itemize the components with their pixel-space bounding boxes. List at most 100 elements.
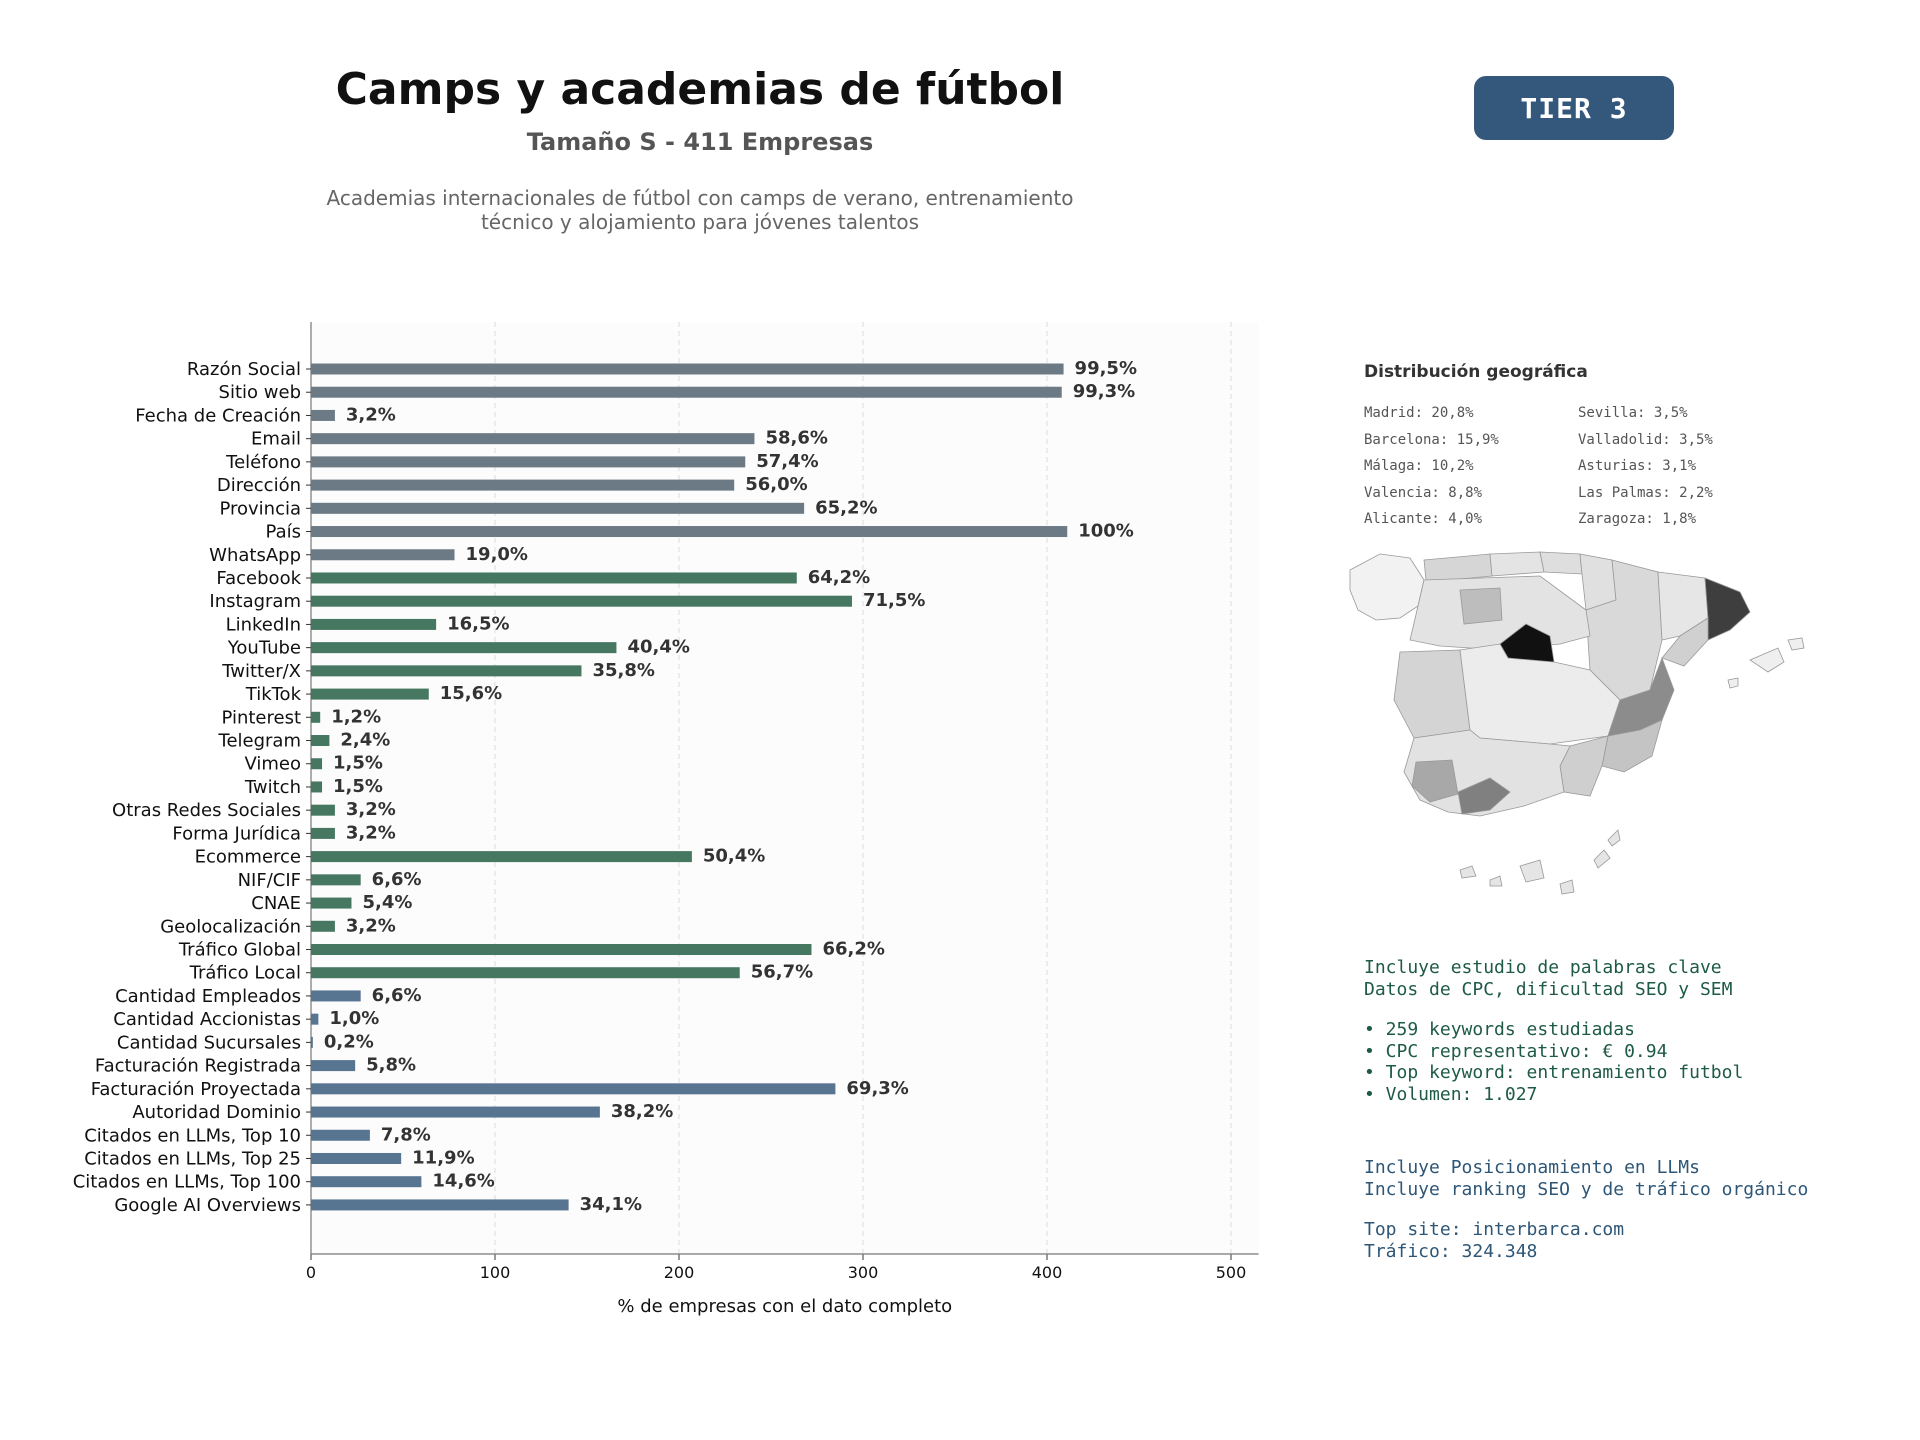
category-label: Citados en LLMs, Top 10: [84, 1125, 301, 1146]
data-label: 1,5%: [333, 753, 383, 774]
category-label: Cantidad Sucursales: [117, 1032, 301, 1053]
bar: [311, 851, 692, 863]
data-label: 3,2%: [346, 822, 396, 843]
geo-item: Valladolid: 3,5%: [1578, 431, 1713, 448]
bar: [311, 363, 1064, 375]
data-label: 35,8%: [592, 660, 654, 681]
data-label: 56,7%: [751, 962, 813, 983]
bar: [311, 967, 740, 979]
bar: [311, 1152, 402, 1164]
data-label: 16,5%: [447, 613, 509, 634]
bar: [311, 502, 805, 514]
description-line-1: Academias internacionales de fútbol con …: [326, 186, 1074, 210]
bar: [311, 711, 321, 723]
category-label: Teléfono: [225, 452, 301, 473]
bar: [311, 781, 323, 793]
category-label: NIF/CIF: [238, 870, 301, 891]
data-label: 15,6%: [440, 683, 502, 704]
bar: [311, 990, 361, 1002]
data-label: 5,8%: [366, 1055, 416, 1076]
bar: [311, 665, 582, 677]
seo-bullet: • 259 keywords estudiadas: [1364, 1019, 1635, 1040]
geo-item: Zaragoza: 1,8%: [1578, 511, 1697, 527]
bar: [311, 642, 617, 654]
map-region-murcia: [1559, 735, 1609, 797]
category-label: Geolocalización: [160, 916, 301, 937]
x-tick-label: 100: [480, 1263, 511, 1282]
data-label: 3,2%: [346, 915, 396, 936]
x-axis-label: % de empresas con el dato completo: [617, 1296, 952, 1317]
category-label: País: [266, 522, 301, 543]
data-label: 69,3%: [846, 1078, 908, 1099]
category-label: Ecommerce: [195, 847, 301, 868]
category-label: Tráfico Global: [178, 940, 301, 961]
category-label: TikTok: [245, 684, 302, 705]
category-label: WhatsApp: [209, 545, 301, 566]
category-label: Twitch: [244, 777, 301, 798]
map-region-extremadura: [1393, 649, 1471, 739]
bar: [311, 944, 812, 955]
chart-title: Camps y academias de fútbol: [335, 64, 1065, 115]
map-region-canarias: [1459, 829, 1621, 895]
bar: [311, 827, 335, 839]
map-region-asturias: [1423, 553, 1493, 581]
data-label: 38,2%: [611, 1101, 673, 1122]
data-label: 2,4%: [340, 730, 390, 751]
bar: [311, 1199, 569, 1211]
bar: [311, 1129, 370, 1141]
category-label: Provincia: [219, 498, 301, 519]
category-label: Forma Jurídica: [172, 823, 301, 844]
seo-line-1: Incluye estudio de palabras clave: [1364, 957, 1722, 978]
geo-item: Málaga: 10,2%: [1364, 458, 1474, 474]
data-label: 56,0%: [745, 474, 807, 495]
data-label: 100%: [1078, 521, 1134, 542]
data-label: 3,2%: [346, 799, 396, 820]
bar: [311, 595, 852, 607]
geo-item: Madrid: 20,8%: [1364, 405, 1474, 421]
bar: [311, 874, 361, 886]
data-label: 11,9%: [412, 1147, 474, 1168]
bar-chart: 0 100 200 300 400 500 Razón Social 99,5% Sitio w…: [73, 322, 1259, 1317]
bar: [311, 688, 429, 700]
category-label: Citados en LLMs, Top 25: [84, 1148, 301, 1169]
plot-area: [311, 322, 1259, 1254]
bar: [311, 920, 335, 932]
bar: [311, 526, 1068, 538]
category-label: Instagram: [209, 591, 301, 612]
bar: [311, 735, 330, 747]
category-label: Autoridad Dominio: [132, 1102, 301, 1123]
data-label: 6,6%: [372, 985, 422, 1006]
bar: [311, 433, 755, 445]
data-label: 19,0%: [466, 544, 528, 565]
bar: [311, 456, 746, 468]
bar: [311, 1106, 600, 1118]
data-label: 99,5%: [1075, 358, 1137, 379]
category-label: Fecha de Creación: [135, 405, 301, 426]
map-region-valladolid: [1459, 587, 1503, 625]
bar: [311, 1083, 836, 1095]
data-label: 6,6%: [372, 869, 422, 890]
data-label: 3,2%: [346, 404, 396, 425]
category-label: Email: [251, 429, 301, 450]
x-tick-label: 400: [1032, 1263, 1063, 1282]
bar: [311, 1060, 356, 1072]
category-label: Otras Redes Sociales: [112, 800, 301, 821]
bar: [311, 549, 455, 561]
geo-item: Sevilla: 3,5%: [1578, 405, 1688, 421]
bar: [311, 1176, 422, 1188]
data-label: 1,5%: [333, 776, 383, 797]
category-label: Cantidad Accionistas: [113, 1009, 301, 1030]
x-tick-label: 0: [306, 1263, 316, 1282]
category-label: Telegram: [218, 731, 301, 752]
category-label: Pinterest: [221, 707, 301, 728]
geo-item: Valencia: 8,8%: [1364, 484, 1483, 501]
geo-list-left: Madrid: 20,8% Barcelona: 15,9% Málaga: 1…: [1364, 400, 1499, 533]
llm-line-1: Incluye Posicionamiento en LLMs: [1364, 1157, 1700, 1178]
seo-line-2: Datos de CPC, dificultad SEO y SEM: [1364, 978, 1733, 1000]
x-tick-label: 500: [1216, 1263, 1247, 1282]
bar: [311, 386, 1062, 398]
data-label: 64,2%: [808, 567, 870, 588]
category-label: Facebook: [216, 568, 301, 589]
x-tick-label: 300: [848, 1263, 879, 1282]
category-label: Vimeo: [244, 754, 301, 775]
